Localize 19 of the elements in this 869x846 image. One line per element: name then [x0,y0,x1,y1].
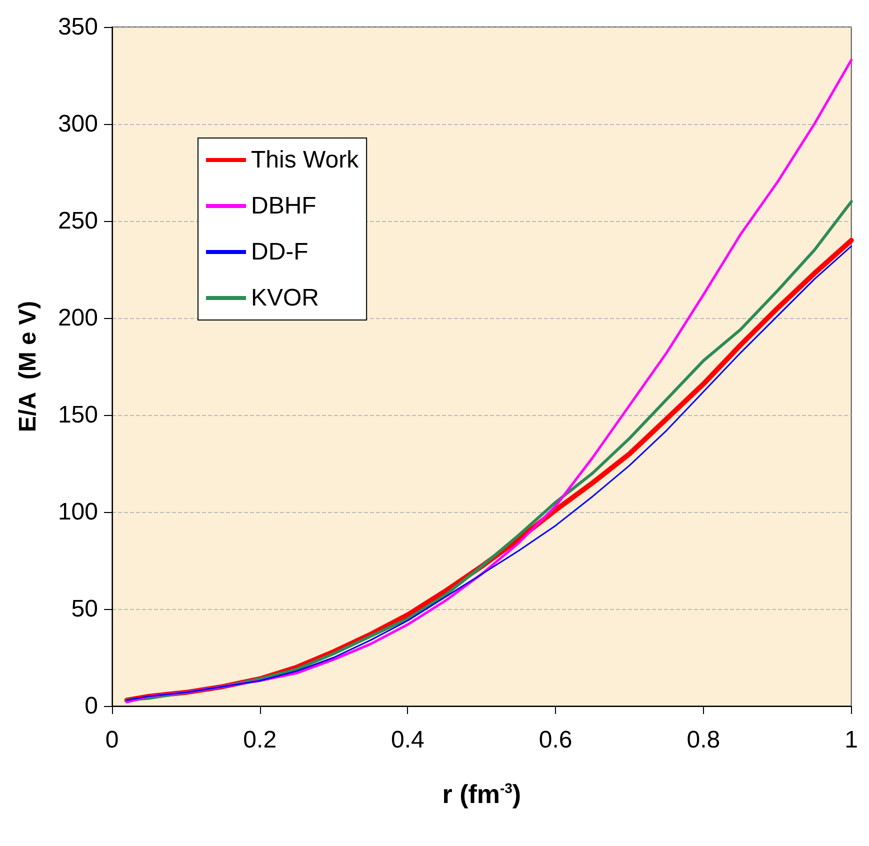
x-tick-label: 0.4 [391,726,424,754]
legend-label: DD-F [251,238,308,266]
legend-label: DBHF [251,192,316,220]
y-tick-label: 350 [58,14,98,40]
y-tick-label: 0 [84,692,98,720]
x-tick-label: 0.2 [243,726,277,754]
y-tick-label: 150 [58,402,98,428]
y-tick-label: 200 [58,304,98,332]
x-tick-label: 1 [844,726,858,754]
x-tick-label: 0.6 [538,726,572,754]
x-tick-label: 0 [105,726,119,754]
x-tick-label: 0.8 [686,726,720,754]
legend-label: This Work [251,146,360,174]
y-tick-label: 300 [58,110,98,138]
y-tick-label: 250 [58,208,98,234]
y-axis-title: E/A (M e V) [14,300,42,432]
y-tick-label: 50 [71,596,98,622]
legend-label: KVOR [251,284,320,312]
y-tick-label: 100 [58,498,98,526]
